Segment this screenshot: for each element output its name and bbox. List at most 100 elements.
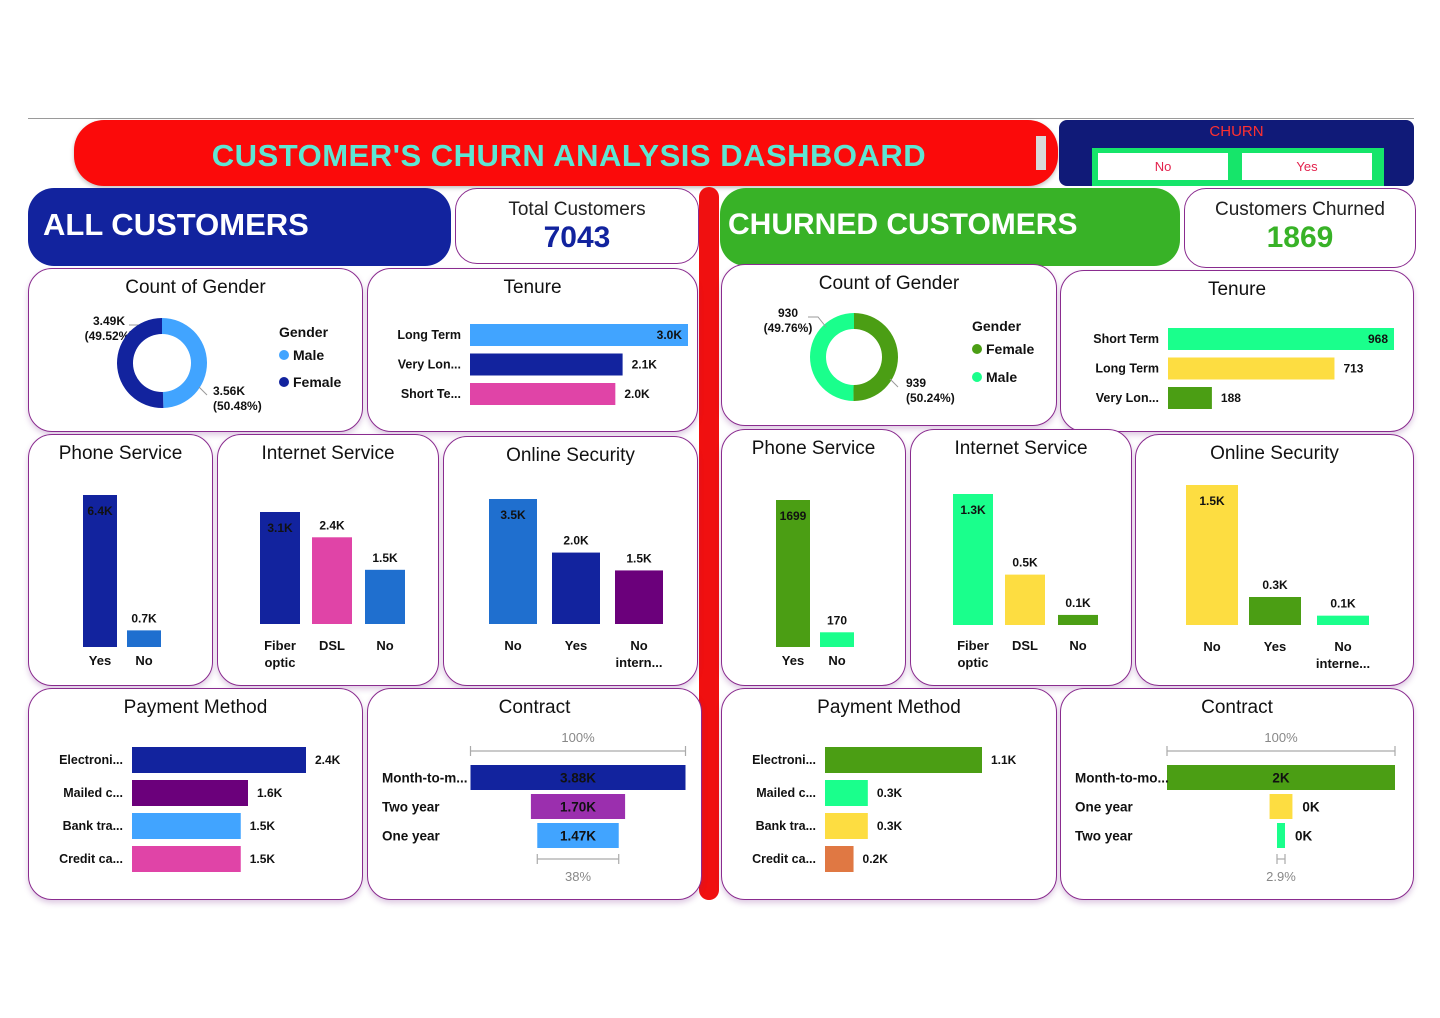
bar (312, 537, 352, 624)
all-phone-card: Phone Service 6.4K Yes 0.7K No (28, 434, 213, 686)
bar (470, 383, 616, 405)
category-label: Mailed c... (63, 786, 123, 800)
funnel-bar (1167, 765, 1395, 790)
churn-phone-card: Phone Service 1699 Yes 170 No (721, 429, 906, 686)
bar (489, 499, 537, 624)
funnel-bar (530, 794, 626, 819)
data-label: 6.4K (87, 504, 113, 518)
bar (1317, 615, 1369, 625)
data-label-pct: (50.48%) (213, 399, 262, 413)
donut-segment (116, 318, 164, 408)
legend-marker (279, 350, 289, 360)
chart-canvas: Short Term 968 Long Term 713 Very Lon... 188 (1093, 328, 1394, 409)
data-label: 0.2K (863, 852, 889, 866)
data-label-pct: (49.52%) (85, 329, 134, 343)
donut-segment (853, 313, 898, 401)
churn-contract-card: Contract 100% Month-to-mo... 2K One year 0K T… (1060, 688, 1414, 900)
category-label: Electroni... (59, 753, 123, 767)
pct-label: 100% (1264, 730, 1298, 745)
bar (1168, 357, 1335, 380)
kpi-label: Customers Churned (1214, 199, 1386, 220)
bar (132, 780, 248, 806)
category-label: Two year (1075, 829, 1133, 844)
chart-canvas: 1.5K No 0.3K Yes 0.1K No interne... (1186, 485, 1370, 671)
category-label: DSL (1012, 638, 1038, 653)
category-label: No (630, 638, 647, 653)
all-payment-card: Payment Method Electroni... 2.4K Mailed c.… (28, 688, 363, 900)
chart-canvas: Electroni... 1.1K Mailed c... 0.3K Bank tra.… (752, 747, 1017, 872)
legend-label: Female (293, 374, 341, 390)
bar (470, 324, 688, 346)
data-label: 1699 (780, 509, 807, 523)
top-rule (28, 118, 1414, 119)
category-label: Month-to-mo... (1075, 771, 1169, 786)
category-label: intern... (616, 655, 663, 670)
category-label: One year (1075, 800, 1134, 815)
bar (953, 494, 993, 625)
data-label: 0.3K (877, 819, 903, 833)
chart-canvas: 100% Month-to-mo... 2K One year 0K Two year 0K… (1075, 730, 1396, 884)
bar (260, 512, 300, 624)
card-title: Phone Service (751, 438, 876, 459)
funnel-bar (537, 823, 619, 848)
category-label: Yes (89, 653, 111, 668)
chart-canvas: 3.1K Fiber optic 2.4K DSL 1.5K No (260, 512, 405, 670)
leader-line (198, 386, 208, 396)
bar (825, 813, 868, 839)
data-label: 1.1K (991, 753, 1017, 767)
data-label: 968 (1368, 332, 1388, 346)
scroll-handle[interactable] (1036, 136, 1046, 170)
leader-line (808, 316, 827, 328)
card-title: Internet Service (954, 438, 1088, 459)
legend-marker (972, 344, 982, 354)
bar (83, 495, 117, 647)
legend-label: Female (986, 341, 1034, 357)
bar (825, 780, 868, 806)
category-label: Yes (1264, 639, 1286, 654)
category-label: No (1069, 638, 1086, 653)
card-title: Internet Service (261, 443, 395, 464)
donut-segment (162, 318, 207, 408)
all-internet-card: Internet Service 3.1K Fiber optic 2.4K DSL 1.… (217, 434, 439, 686)
legend-title: Gender (279, 324, 329, 340)
category-label: No (504, 638, 521, 653)
category-label: Credit ca... (752, 852, 816, 866)
data-label: 0.3K (877, 786, 903, 800)
data-label: 1.5K (250, 852, 276, 866)
churn-no-button[interactable]: No (1098, 153, 1228, 180)
data-label: 0K (1295, 829, 1313, 844)
category-label: Month-to-m... (382, 771, 467, 786)
churn-yes-button[interactable]: Yes (1242, 153, 1372, 180)
legend-label: Male (986, 369, 1017, 385)
legend-label: Male (293, 347, 324, 363)
total-customers-card: Total Customers 7043 (455, 188, 699, 264)
data-label: 3.5K (500, 508, 526, 522)
bar (776, 500, 810, 647)
pct-label: 2.9% (1266, 869, 1296, 884)
churn-filter-title: CHURN (1209, 123, 1264, 140)
all-contract-card: Contract 100% Month-to-m... 3.88K Two year 1… (367, 688, 702, 900)
card-title: Tenure (1207, 279, 1267, 300)
data-label: 1.5K (250, 819, 276, 833)
category-label: Bank tra... (63, 819, 123, 833)
churned-customers-heading: CHURNED CUSTOMERS PROFILE (720, 188, 1180, 315)
leader-line (889, 378, 899, 388)
card-title: Payment Method (817, 697, 961, 718)
category-label: Yes (782, 653, 804, 668)
category-label: optic (957, 655, 988, 670)
data-label: 1.5K (626, 551, 652, 565)
data-label: 0.1K (1065, 596, 1091, 610)
bar (1058, 614, 1098, 625)
data-label-pct: (49.76%) (764, 321, 813, 335)
bar (615, 570, 663, 624)
card-title: Contract (498, 697, 571, 718)
card-title: Online Security (1210, 443, 1339, 464)
legend-marker (972, 372, 982, 382)
category-label: Short Term (1093, 332, 1159, 346)
data-label: 2.0K (563, 534, 589, 548)
churn-tenure-card: Tenure Short Term 968 Long Term 713 Very Lon… (1060, 270, 1414, 432)
kpi-label: Total Customers (508, 199, 646, 220)
category-label: Two year (382, 800, 440, 815)
bar (825, 846, 854, 872)
data-label: 188 (1221, 391, 1241, 405)
